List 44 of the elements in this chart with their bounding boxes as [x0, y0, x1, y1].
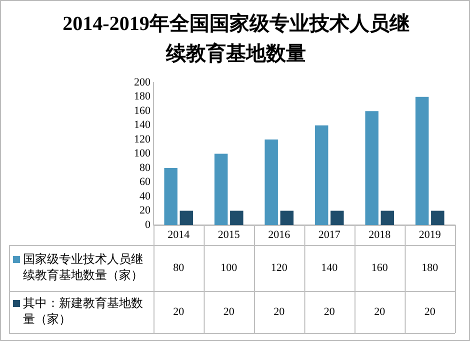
data-label: 20: [324, 306, 336, 318]
x-tick-label: 2016: [268, 228, 291, 241]
x-tick-label: 2019: [418, 228, 442, 241]
data-label: 140: [321, 262, 338, 274]
legend-label: 其中：新建教育基地数量（家）: [23, 296, 143, 326]
bar: [380, 210, 394, 225]
y-tick-label: 140: [134, 119, 151, 132]
data-label: 20: [223, 306, 235, 318]
bar: [415, 96, 429, 225]
data-label: 20: [274, 306, 286, 318]
data-label: 20: [173, 306, 185, 318]
y-tick-label: 160: [134, 104, 151, 117]
y-tick-label: 100: [134, 148, 151, 160]
data-label: 20: [374, 306, 386, 318]
bar: [280, 210, 294, 225]
chart-title: 2014-2019年全国国家级专业技术人员继续教育基地数量: [62, 12, 410, 67]
y-tick-label: 180: [134, 90, 151, 103]
y-tick-label: 0: [145, 218, 151, 231]
bar: [230, 210, 244, 225]
bar: [164, 168, 178, 225]
data-label: 160: [371, 262, 388, 274]
x-tick-label: 2015: [218, 228, 240, 241]
x-tick-label: 2014: [168, 228, 190, 241]
data-label: 80: [173, 262, 185, 274]
y-tick-label: 60: [140, 176, 151, 188]
bar: [431, 210, 444, 225]
bar: [264, 140, 278, 225]
legend-label: 国家级专业技术人员继续教育基地数量（家）: [23, 252, 143, 282]
bar: [365, 111, 378, 225]
bar: [214, 154, 228, 225]
x-tick-label: 2018: [368, 228, 392, 241]
y-tick-label: 80: [140, 162, 151, 174]
x-tick-label: 2017: [318, 228, 341, 241]
bar: [330, 210, 344, 225]
data-label: 100: [220, 262, 238, 274]
bar: [180, 210, 194, 225]
y-tick-label: 120: [134, 133, 151, 146]
y-tick-label: 40: [140, 190, 151, 202]
bar: [314, 125, 328, 225]
data-label: 120: [270, 262, 288, 274]
data-label: 20: [424, 306, 436, 318]
data-label: 180: [422, 262, 439, 274]
y-tick-label: 20: [140, 204, 151, 217]
y-tick-label: 200: [134, 76, 151, 88]
